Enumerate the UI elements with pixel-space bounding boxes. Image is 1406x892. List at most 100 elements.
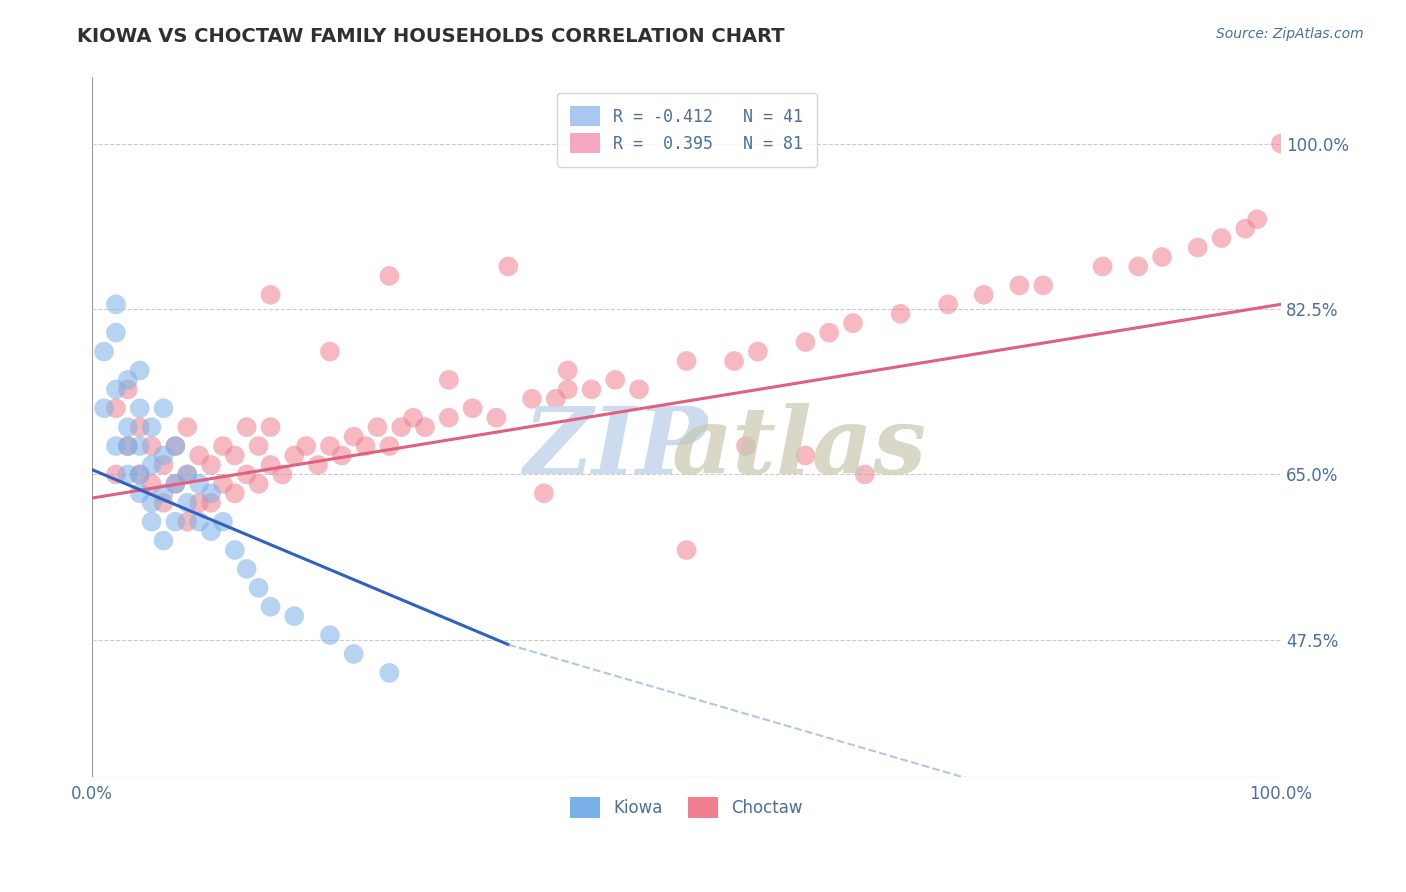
Point <box>141 458 163 472</box>
Point <box>200 458 222 472</box>
Point <box>165 439 187 453</box>
Point <box>533 486 555 500</box>
Point <box>259 458 281 472</box>
Point <box>319 628 342 642</box>
Point <box>212 476 235 491</box>
Point <box>1032 278 1054 293</box>
Point <box>1270 136 1292 151</box>
Point <box>165 439 187 453</box>
Point <box>176 420 198 434</box>
Point <box>319 344 342 359</box>
Point <box>188 476 211 491</box>
Point <box>259 288 281 302</box>
Point <box>557 363 579 377</box>
Point <box>152 458 174 472</box>
Point <box>402 410 425 425</box>
Point <box>128 420 150 434</box>
Point <box>627 382 650 396</box>
Point <box>200 486 222 500</box>
Point <box>104 297 127 311</box>
Point <box>117 382 139 396</box>
Point <box>378 268 401 283</box>
Point <box>581 382 603 396</box>
Point <box>128 467 150 482</box>
Point <box>152 496 174 510</box>
Point <box>853 467 876 482</box>
Point <box>319 439 342 453</box>
Point <box>104 401 127 416</box>
Point <box>461 401 484 416</box>
Point <box>307 458 329 472</box>
Point <box>818 326 841 340</box>
Point <box>1211 231 1233 245</box>
Point <box>330 449 353 463</box>
Point <box>128 401 150 416</box>
Point <box>723 354 745 368</box>
Point <box>128 439 150 453</box>
Point <box>176 467 198 482</box>
Point <box>165 476 187 491</box>
Point <box>259 599 281 614</box>
Text: KIOWA VS CHOCTAW FAMILY HOUSEHOLDS CORRELATION CHART: KIOWA VS CHOCTAW FAMILY HOUSEHOLDS CORRE… <box>77 27 785 45</box>
Point <box>93 344 115 359</box>
Point <box>794 449 817 463</box>
Point <box>354 439 377 453</box>
Point <box>413 420 436 434</box>
Point <box>165 476 187 491</box>
Point <box>141 439 163 453</box>
Point <box>747 344 769 359</box>
Point <box>176 467 198 482</box>
Point <box>1246 212 1268 227</box>
Point <box>235 467 257 482</box>
Point <box>366 420 388 434</box>
Point <box>437 410 460 425</box>
Point <box>675 354 697 368</box>
Point <box>259 420 281 434</box>
Point <box>1187 241 1209 255</box>
Point <box>842 316 865 330</box>
Point <box>117 420 139 434</box>
Point <box>343 429 366 443</box>
Point <box>104 439 127 453</box>
Point <box>271 467 294 482</box>
Point <box>200 496 222 510</box>
Point <box>1234 221 1257 235</box>
Point <box>117 467 139 482</box>
Point <box>557 382 579 396</box>
Point <box>247 439 270 453</box>
Point <box>93 401 115 416</box>
Point <box>735 439 758 453</box>
Point <box>117 373 139 387</box>
Point <box>378 665 401 680</box>
Point <box>485 410 508 425</box>
Point <box>247 581 270 595</box>
Point <box>212 439 235 453</box>
Point <box>283 449 305 463</box>
Point <box>544 392 567 406</box>
Point <box>152 486 174 500</box>
Point <box>224 486 246 500</box>
Point <box>973 288 995 302</box>
Point <box>247 476 270 491</box>
Point <box>200 524 222 538</box>
Point <box>141 476 163 491</box>
Point <box>152 449 174 463</box>
Text: ZIP: ZIP <box>523 403 707 493</box>
Point <box>188 515 211 529</box>
Point <box>520 392 543 406</box>
Point <box>165 515 187 529</box>
Point <box>128 486 150 500</box>
Point <box>224 543 246 558</box>
Point <box>141 496 163 510</box>
Point <box>890 307 912 321</box>
Point <box>117 439 139 453</box>
Point <box>936 297 959 311</box>
Point <box>1091 260 1114 274</box>
Point <box>224 449 246 463</box>
Point <box>128 467 150 482</box>
Text: Source: ZipAtlas.com: Source: ZipAtlas.com <box>1216 27 1364 41</box>
Point <box>295 439 318 453</box>
Point <box>496 260 519 274</box>
Point <box>176 515 198 529</box>
Point <box>437 373 460 387</box>
